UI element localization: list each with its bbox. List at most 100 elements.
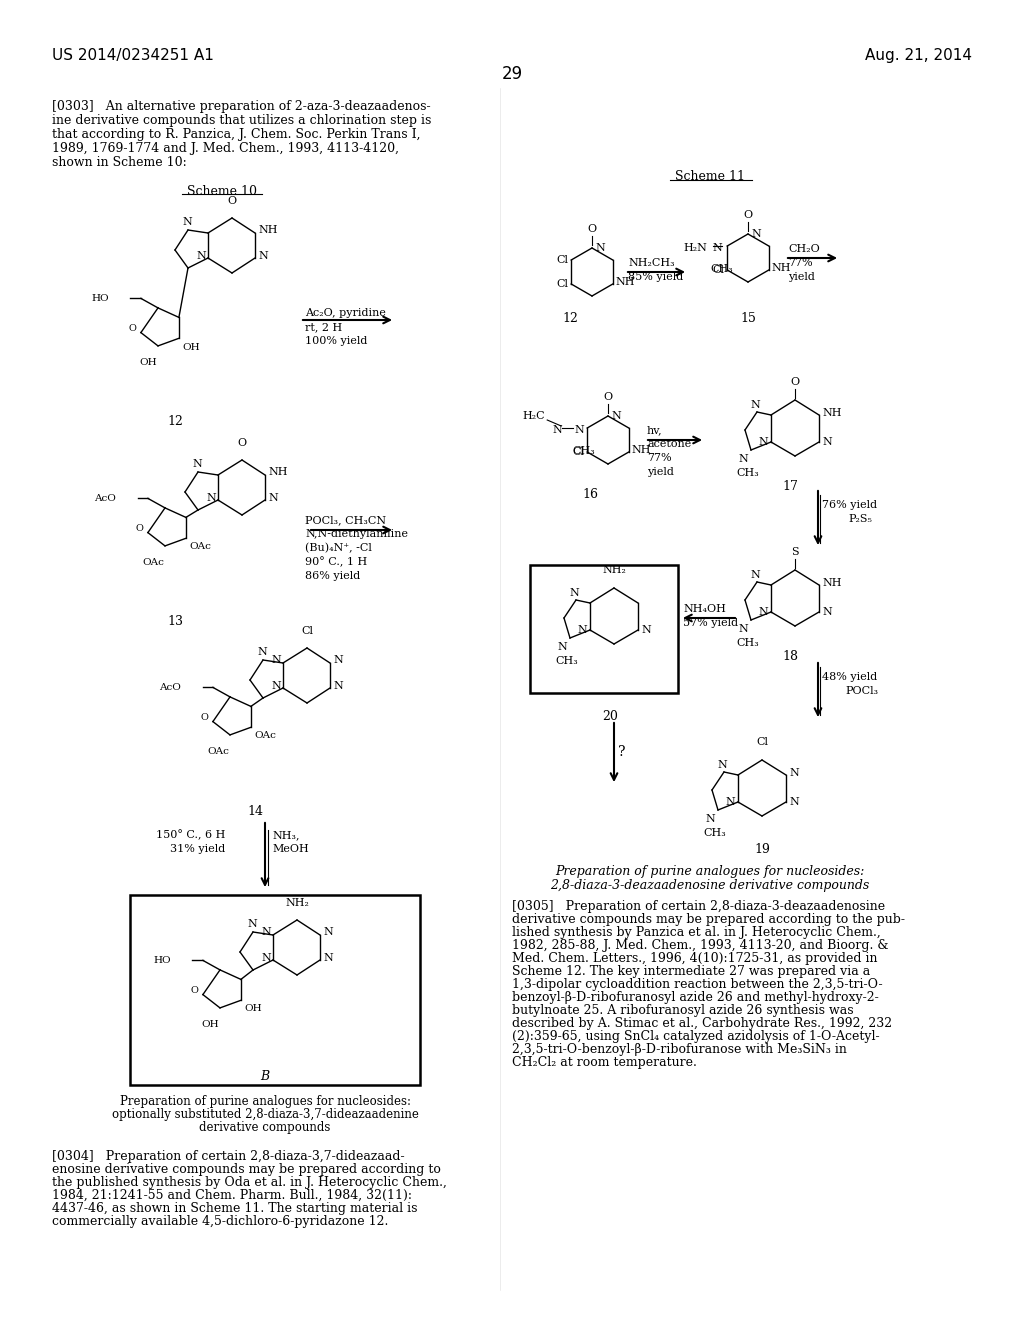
Text: N: N [271,655,281,665]
Text: 90° C., 1 H: 90° C., 1 H [305,557,368,568]
Text: N: N [333,655,343,665]
Text: acetone: acetone [647,440,691,449]
Text: 19: 19 [754,843,770,855]
Text: Preparation of purine analogues for nucleosides:: Preparation of purine analogues for nucl… [555,865,864,878]
Text: O: O [190,986,198,995]
Text: butylnoate 25. A ribofuranosyl azide 26 synthesis was: butylnoate 25. A ribofuranosyl azide 26 … [512,1005,854,1016]
Text: NH: NH [258,224,278,235]
Text: N: N [323,927,333,937]
Text: Cl: Cl [572,447,585,457]
Text: NH₃,: NH₃, [272,830,299,840]
Text: N: N [738,454,748,465]
Text: N: N [751,400,760,411]
Text: Aug. 21, 2014: Aug. 21, 2014 [865,48,972,63]
Text: NH: NH [268,467,288,477]
Text: N: N [569,587,579,598]
Text: N: N [257,647,267,657]
Text: 85% yield: 85% yield [628,272,683,282]
Text: lished synthesis by Panzica et al. in J. Heterocyclic Chem.,: lished synthesis by Panzica et al. in J.… [512,927,881,939]
Text: US 2014/0234251 A1: US 2014/0234251 A1 [52,48,214,63]
Text: N: N [725,797,735,807]
Text: POCl₃: POCl₃ [845,686,879,696]
Text: N: N [738,624,748,634]
Text: [0304]   Preparation of certain 2,8-diaza-3,7-dideazaad-: [0304] Preparation of certain 2,8-diaza-… [52,1150,404,1163]
Text: N: N [822,437,831,447]
Text: 31% yield: 31% yield [170,843,225,854]
Text: Med. Chem. Letters., 1996, 4(10):1725-31, as provided in: Med. Chem. Letters., 1996, 4(10):1725-31… [512,952,878,965]
Text: N: N [751,228,761,239]
Text: 14: 14 [247,805,263,818]
Text: CH₃: CH₃ [572,446,596,455]
Text: enosine derivative compounds may be prepared according to: enosine derivative compounds may be prep… [52,1163,441,1176]
Text: that according to R. Panzica, J. Chem. Soc. Perkin Trans I,: that according to R. Panzica, J. Chem. S… [52,128,421,141]
Text: N: N [268,492,278,503]
Text: N: N [758,607,768,616]
Text: OAc: OAc [207,747,229,756]
Text: CH₂O: CH₂O [788,244,820,253]
Text: 13: 13 [167,615,183,628]
Text: NH₂: NH₂ [602,565,626,576]
Text: N: N [261,927,271,937]
Text: [0303]   An alternative preparation of 2-aza-3-deazaadenos-: [0303] An alternative preparation of 2-a… [52,100,431,114]
Text: O: O [791,378,800,387]
Text: Cl: Cl [756,737,768,747]
Text: derivative compounds may be prepared according to the pub-: derivative compounds may be prepared acc… [512,913,905,927]
Text: N: N [717,760,727,770]
Text: [0305]   Preparation of certain 2,8-diaza-3-deazaadenosine: [0305] Preparation of certain 2,8-diaza-… [512,900,885,913]
Text: N: N [333,681,343,690]
Text: 77%: 77% [647,453,672,463]
Text: Preparation of purine analogues for nucleosides:: Preparation of purine analogues for nucl… [120,1096,411,1107]
Text: OAc: OAc [254,731,275,741]
Text: N: N [182,216,191,227]
Text: shown in Scheme 10:: shown in Scheme 10: [52,156,186,169]
Text: N: N [751,570,760,579]
Text: OAc: OAc [188,543,211,552]
Text: AcO: AcO [94,494,116,503]
Bar [530,565,678,693]
Text: (2):359-65, using SnCl₄ catalyzed azidolysis of 1-O-Acetyl-: (2):359-65, using SnCl₄ catalyzed azidol… [512,1030,880,1043]
Text: N: N [595,243,605,253]
Text: 29: 29 [502,65,522,83]
Text: O: O [238,438,247,447]
Text: Ac₂O, pyridine: Ac₂O, pyridine [305,308,386,318]
Text: NH: NH [632,445,651,455]
Text: NH₂CH₃: NH₂CH₃ [628,257,675,268]
Text: POCl₃, CH₃CN: POCl₃, CH₃CN [305,515,386,525]
Text: N: N [790,797,799,807]
Text: 2,8-diaza-3-deazaadenosine derivative compounds: 2,8-diaza-3-deazaadenosine derivative co… [550,879,869,892]
Text: N: N [822,607,831,616]
Text: NH: NH [822,578,842,587]
Text: H₂N: H₂N [683,243,708,253]
Text: P₂S₅: P₂S₅ [848,513,871,524]
Text: 18: 18 [782,649,798,663]
Text: OH: OH [182,343,200,352]
Text: 12: 12 [167,414,183,428]
Text: ine derivative compounds that utilizes a chlorination step is: ine derivative compounds that utilizes a… [52,114,431,127]
Text: 17: 17 [782,480,798,492]
Bar [130,895,420,1085]
Text: CH₃: CH₃ [711,264,733,275]
Text: HO: HO [153,956,171,965]
Text: B: B [260,1071,269,1082]
Text: N: N [258,251,267,261]
Text: 48% yield: 48% yield [822,672,878,682]
Text: optionally substituted 2,8-diaza-3,7-dideazaadenine: optionally substituted 2,8-diaza-3,7-did… [112,1107,419,1121]
Text: O: O [743,210,753,220]
Text: CH₃: CH₃ [556,656,579,667]
Text: commercially available 4,5-dichloro-6-pyridazone 12.: commercially available 4,5-dichloro-6-py… [52,1214,388,1228]
Text: O: O [200,713,208,722]
Text: 1989, 1769-1774 and J. Med. Chem., 1993, 4113-4120,: 1989, 1769-1774 and J. Med. Chem., 1993,… [52,143,399,154]
Text: OH: OH [244,1005,261,1014]
Text: 16: 16 [582,488,598,502]
Text: N: N [790,768,799,777]
Text: N: N [323,953,333,964]
Text: N: N [247,919,257,929]
Text: Cl: Cl [301,626,313,636]
Text: described by A. Stimac et al., Carbohydrate Res., 1992, 232: described by A. Stimac et al., Carbohydr… [512,1016,892,1030]
Text: N: N [578,624,587,635]
Text: N: N [197,251,206,261]
Text: 86% yield: 86% yield [305,572,360,581]
Text: 15: 15 [740,312,756,325]
Text: 1982, 285-88, J. Med. Chem., 1993, 4113-20, and Bioorg. &: 1982, 285-88, J. Med. Chem., 1993, 4113-… [512,939,889,952]
Text: 76% yield: 76% yield [822,500,878,510]
